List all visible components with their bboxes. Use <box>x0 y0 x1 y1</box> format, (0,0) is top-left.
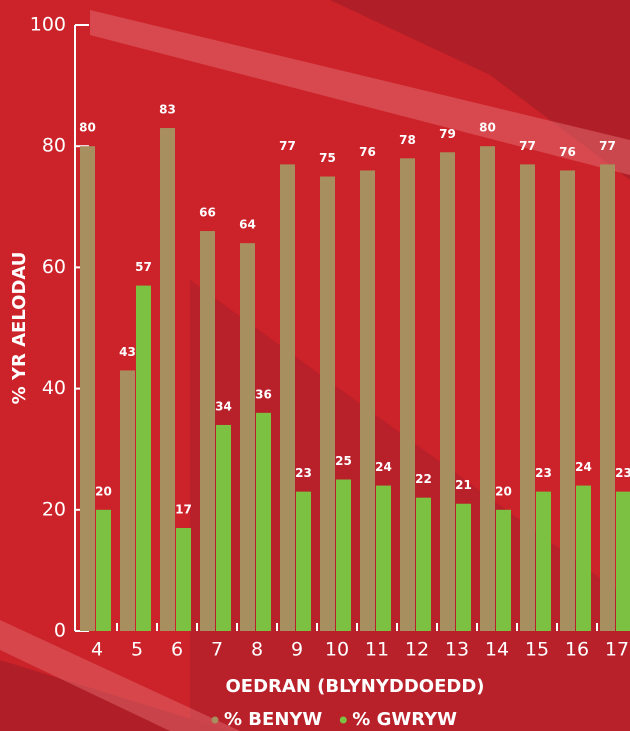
y-tick-label: 100 <box>30 14 66 36</box>
value-label: 21 <box>455 478 472 492</box>
bar <box>160 128 175 631</box>
x-tick-label: 6 <box>171 639 183 661</box>
x-tick-label: 9 <box>291 639 303 661</box>
bar <box>216 424 231 631</box>
value-label: 24 <box>375 460 392 474</box>
bar <box>416 497 431 631</box>
y-tick-label: 20 <box>42 498 66 520</box>
bar <box>496 509 511 631</box>
bar <box>136 285 151 631</box>
bar <box>520 164 535 631</box>
value-label: 77 <box>519 139 536 153</box>
y-tick-label: 80 <box>42 135 66 157</box>
bar <box>616 491 630 631</box>
value-label: 83 <box>159 103 176 117</box>
background-stripe <box>0 620 240 731</box>
x-tick-label: 4 <box>91 639 103 661</box>
bar <box>400 158 415 631</box>
legend-marker <box>211 716 219 724</box>
x-tick-label: 11 <box>365 639 389 661</box>
value-label: 22 <box>415 472 432 486</box>
value-label: 20 <box>495 484 512 498</box>
bar <box>456 503 471 631</box>
y-tick-label: 60 <box>42 256 66 278</box>
bar <box>536 491 551 631</box>
value-label: 66 <box>199 206 216 220</box>
value-label: 34 <box>215 399 232 413</box>
x-tick-label: 12 <box>405 639 429 661</box>
bar <box>360 170 375 631</box>
bar <box>96 509 111 631</box>
bar <box>560 170 575 631</box>
x-tick-label: 16 <box>565 639 589 661</box>
value-label: 24 <box>575 460 592 474</box>
value-label: 36 <box>255 387 272 401</box>
bar <box>576 485 591 631</box>
x-tick-label: 10 <box>325 639 349 661</box>
value-label: 80 <box>479 121 496 135</box>
legend-label: % GWRYW <box>352 709 457 730</box>
bar <box>480 146 495 631</box>
bar <box>320 176 335 631</box>
value-label: 79 <box>439 127 456 141</box>
x-tick-label: 5 <box>131 639 143 661</box>
y-tick-label: 0 <box>54 620 66 642</box>
value-label: 75 <box>319 151 336 165</box>
value-label: 23 <box>535 466 552 480</box>
value-label: 78 <box>399 133 416 147</box>
legend-label: % BENYW <box>224 709 322 730</box>
value-label: 25 <box>335 454 352 468</box>
x-tick-label: 15 <box>525 639 549 661</box>
value-label: 23 <box>295 466 312 480</box>
background-stripe <box>90 10 630 175</box>
legend-marker <box>339 716 347 724</box>
bar <box>600 164 615 631</box>
bar <box>256 412 271 631</box>
x-tick-label: 7 <box>211 639 223 661</box>
bar <box>200 231 215 632</box>
bar <box>296 491 311 631</box>
background-shape <box>330 0 630 180</box>
x-axis-title: OEDRAN (BLYNYDDOEDD) <box>226 676 485 697</box>
x-tick-label: 17 <box>605 639 629 661</box>
value-label: 77 <box>599 139 616 153</box>
bar <box>80 146 95 631</box>
x-tick-label: 14 <box>485 639 509 661</box>
x-tick-label: 13 <box>445 639 469 661</box>
bar <box>120 370 135 631</box>
bar <box>280 164 295 631</box>
value-label: 80 <box>79 121 96 135</box>
value-label: 20 <box>95 484 112 498</box>
value-label: 17 <box>175 502 192 516</box>
value-label: 57 <box>135 260 152 274</box>
y-axis-title: % YR AELODAU <box>9 252 30 405</box>
value-label: 77 <box>279 139 296 153</box>
value-label: 76 <box>359 145 376 159</box>
bar <box>440 152 455 631</box>
value-label: 64 <box>239 218 256 232</box>
bar <box>336 479 351 631</box>
bar <box>376 485 391 631</box>
value-label: 76 <box>559 145 576 159</box>
value-label: 23 <box>615 466 630 480</box>
y-tick-label: 40 <box>42 377 66 399</box>
bar <box>176 527 191 631</box>
bar <box>240 243 255 631</box>
x-tick-label: 8 <box>251 639 263 661</box>
value-label: 43 <box>119 345 136 359</box>
